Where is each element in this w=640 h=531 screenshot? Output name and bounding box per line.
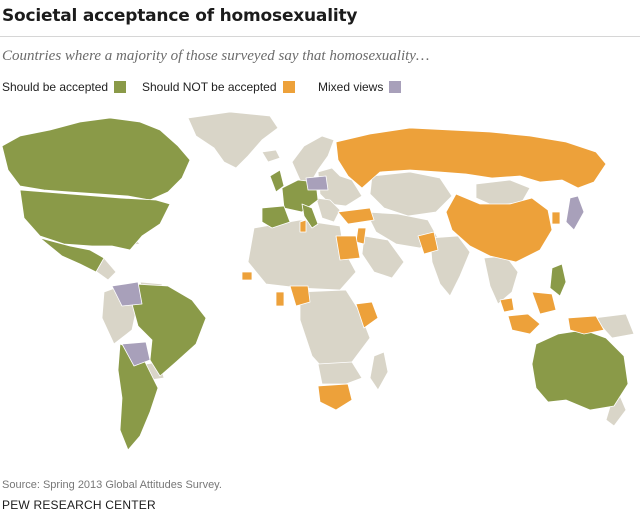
tunisia — [299, 219, 307, 233]
india — [429, 235, 471, 297]
south-africa — [317, 383, 353, 411]
legend-item-not-accepted: Should NOT be accepted — [142, 80, 295, 94]
philippines — [549, 263, 567, 297]
madagascar — [369, 351, 389, 391]
mexico — [39, 237, 105, 273]
egypt — [335, 235, 361, 261]
bolivia — [121, 341, 151, 367]
no-data-countries — [83, 111, 635, 427]
mixed-views-countries — [111, 175, 585, 367]
chart-subtitle: Countries where a majority of those surv… — [2, 48, 430, 64]
chart-title: Societal acceptance of homosexuality — [2, 6, 358, 26]
brazil — [131, 283, 207, 377]
eastern-europe — [317, 167, 363, 207]
kenya — [355, 301, 379, 329]
legend-label-not-accepted: Should NOT be accepted — [142, 80, 277, 94]
iceland — [261, 149, 281, 163]
legend-item-mixed: Mixed views — [318, 80, 402, 94]
senegal — [241, 271, 253, 281]
indonesia-borneo — [531, 291, 557, 315]
united-kingdom — [269, 169, 285, 193]
japan — [565, 195, 585, 231]
title-divider — [0, 36, 640, 37]
south-korea — [551, 211, 561, 225]
papua-new-guinea — [593, 313, 635, 339]
legend-label-mixed: Mixed views — [318, 80, 384, 94]
argentina-chile — [117, 343, 159, 451]
legend-swatch-accepted — [114, 81, 127, 93]
southern-africa — [317, 361, 363, 385]
north-africa — [247, 219, 357, 291]
italy — [301, 203, 319, 229]
canada — [1, 117, 191, 201]
legend-item-accepted: Should be accepted — [2, 80, 127, 94]
levant — [355, 227, 367, 245]
pakistan — [417, 231, 439, 255]
organization-credit: PEW RESEARCH CENTER — [2, 498, 156, 512]
central-asia — [369, 171, 453, 217]
poland — [305, 175, 329, 191]
source-note: Source: Spring 2013 Global Attitudes Sur… — [2, 479, 222, 491]
legend-label-accepted: Should be accepted — [2, 80, 109, 94]
ghana — [275, 291, 285, 307]
world-map — [1, 111, 635, 451]
venezuela — [111, 281, 143, 307]
southeast-asia — [483, 255, 519, 305]
indonesia-west — [507, 313, 541, 335]
united-states — [19, 189, 171, 251]
malaysia — [499, 297, 515, 313]
legend-swatch-mixed — [389, 81, 402, 93]
australia — [531, 329, 629, 411]
russia — [335, 127, 607, 189]
spain — [261, 205, 291, 229]
not-accepted-countries — [241, 127, 607, 411]
china — [445, 193, 553, 263]
greenland — [187, 111, 279, 169]
legend-swatch-not-accepted — [282, 81, 295, 93]
arabian-peninsula — [361, 235, 405, 279]
indonesia-east — [567, 315, 605, 335]
nigeria — [289, 285, 311, 307]
turkey — [337, 207, 375, 225]
balkans — [315, 197, 341, 223]
